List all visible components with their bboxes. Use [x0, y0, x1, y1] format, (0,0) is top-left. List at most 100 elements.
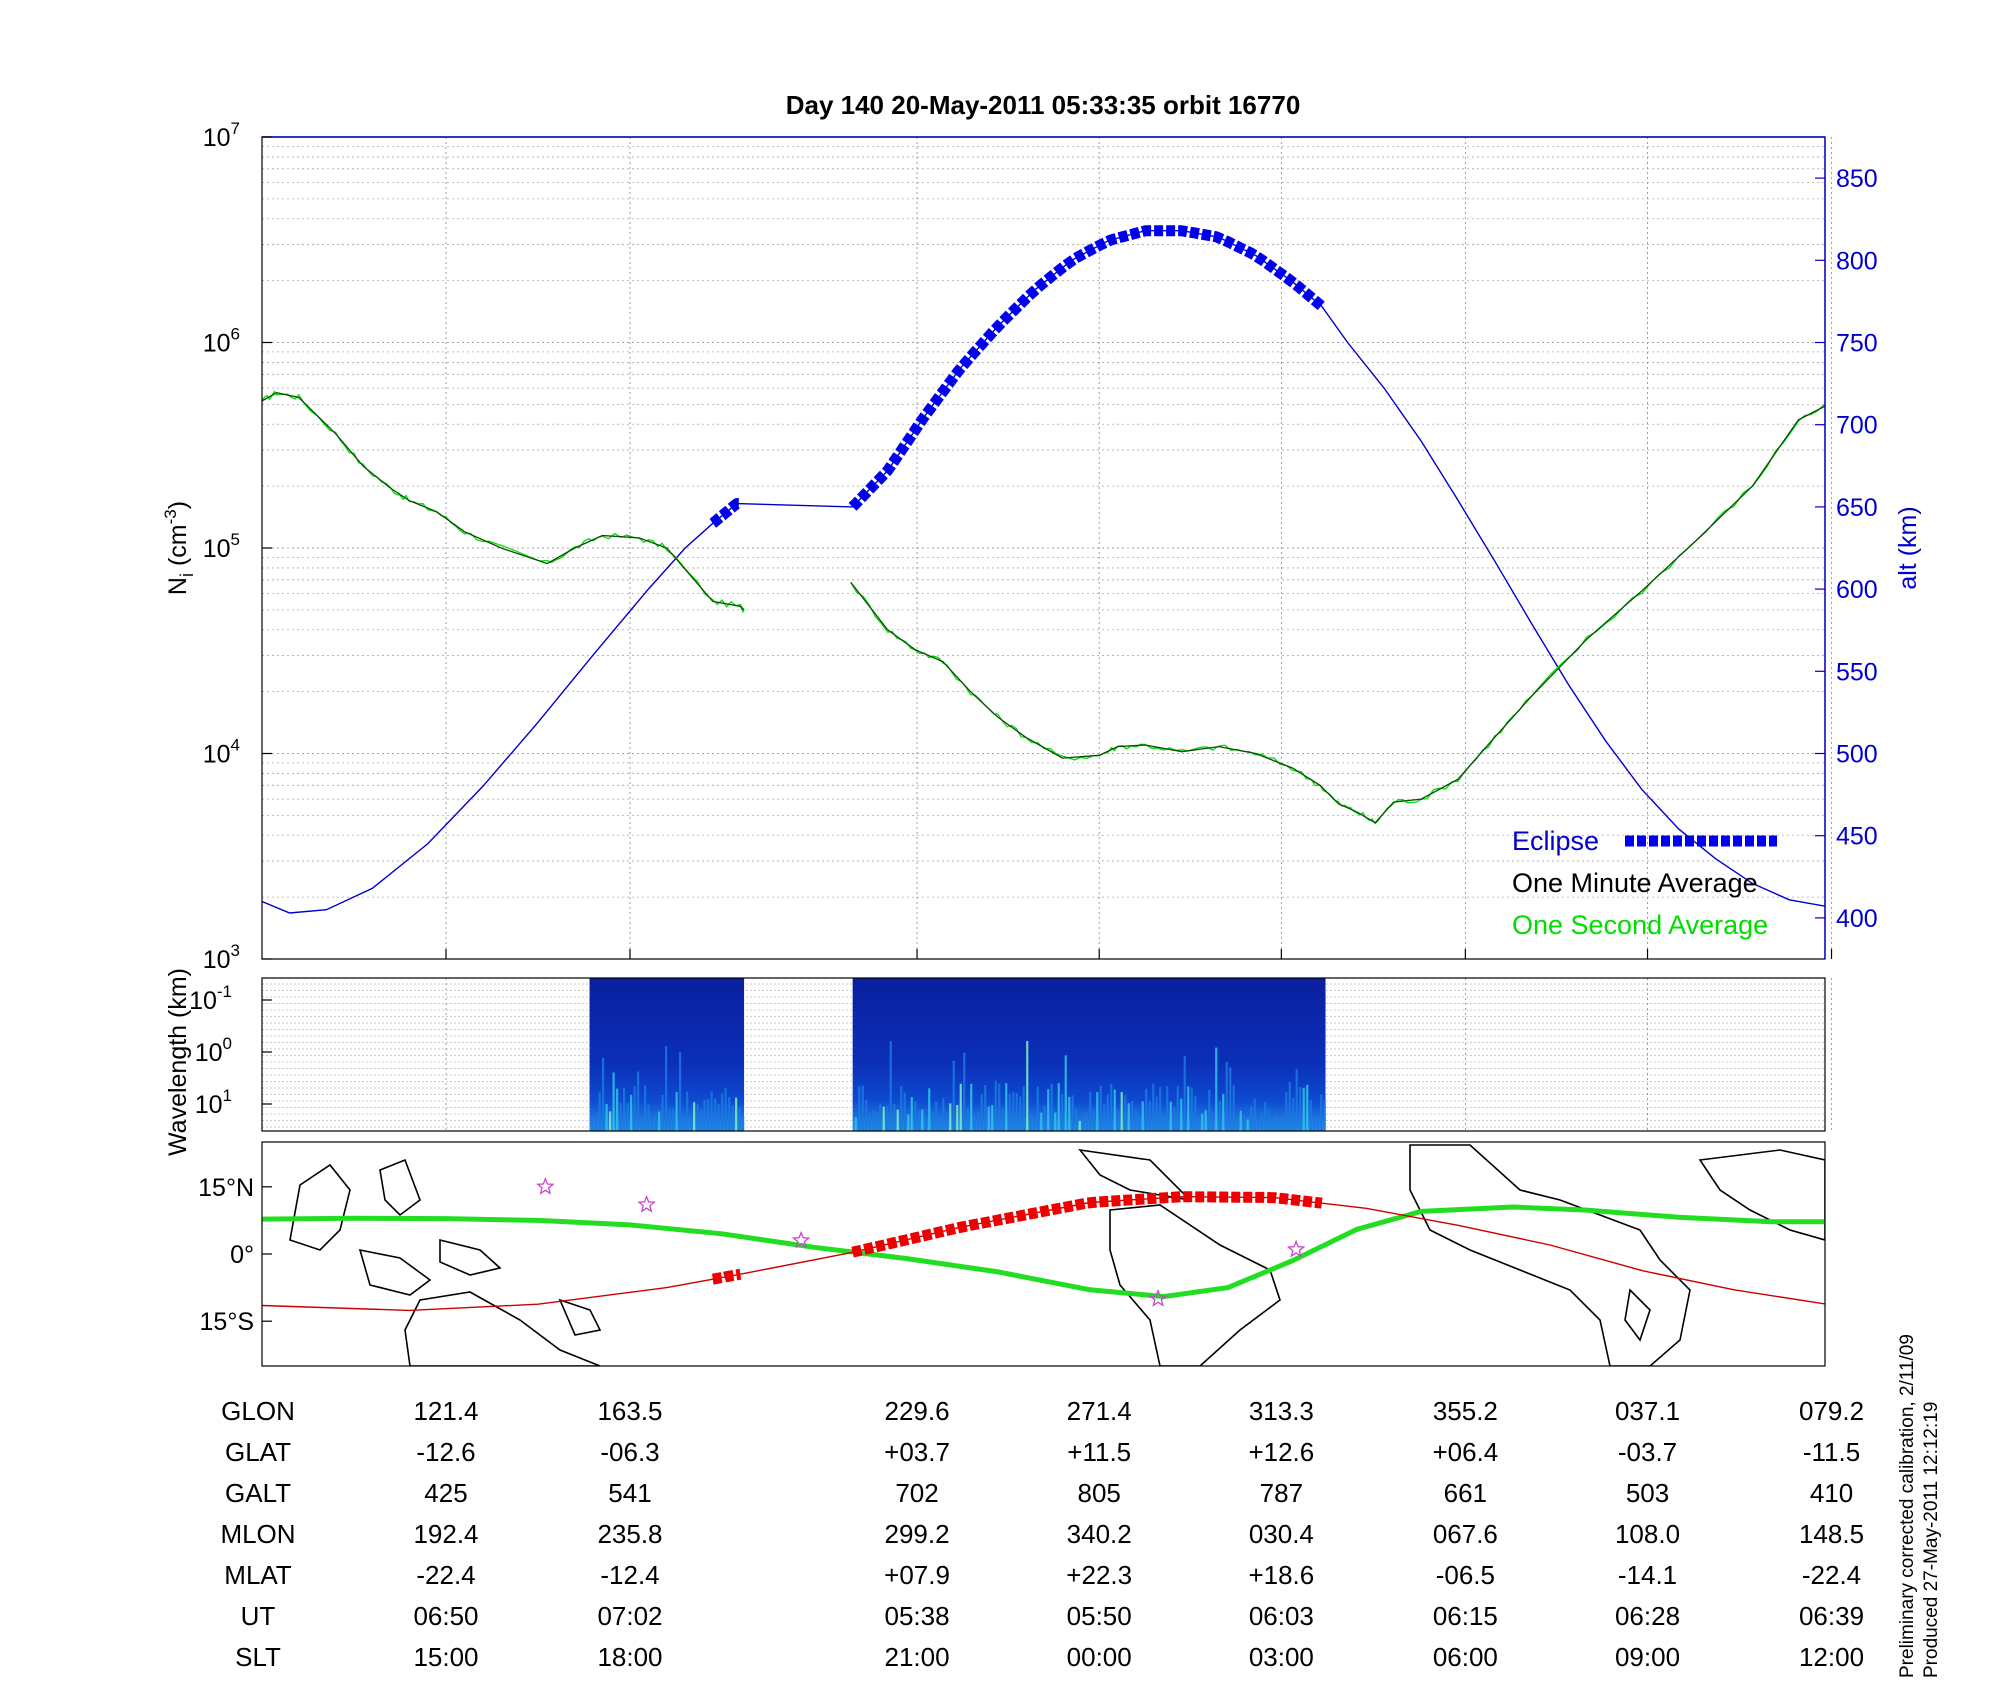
legend-entry-one-minute: One Minute Average	[1512, 868, 1758, 898]
spectrogram-column	[1180, 1098, 1183, 1131]
spectrogram-y-tick-label: 100	[195, 1034, 232, 1067]
spectrogram-column	[977, 1111, 980, 1131]
table-cell: -12.6	[416, 1437, 475, 1467]
table-cell: 235.8	[597, 1519, 662, 1549]
spectrogram-column	[728, 1097, 731, 1131]
table-cell: 18:00	[597, 1642, 662, 1672]
spectrogram-column	[1033, 1117, 1036, 1131]
density-one-second-line	[850, 403, 1825, 825]
table-cell: +07.9	[884, 1560, 950, 1590]
spectrogram-column	[1050, 1083, 1053, 1131]
table-cell: 05:50	[1067, 1601, 1132, 1631]
spectrogram-column	[1197, 1116, 1200, 1131]
spectrogram-y-tick-base: 10	[195, 1091, 223, 1119]
spectrogram-column	[1092, 1109, 1095, 1131]
orbit-parameter-table: GLON GLAT GALT MLON MLAT UT SLT 121.4 -12.6 425 19…	[220, 1396, 1864, 1672]
map-y-ticks: 15°N 0° 15°S	[198, 1174, 272, 1336]
spectrogram-column	[623, 1087, 626, 1131]
spectrogram-column	[1113, 1089, 1116, 1131]
footnote-calibration: Preliminary corrected calibration, 2/11/…	[1897, 1334, 1918, 1678]
density-gridlines	[262, 137, 1833, 960]
spectrogram-column	[959, 1083, 962, 1131]
spectrogram-column	[998, 1083, 1001, 1131]
table-cell: 05:38	[885, 1601, 950, 1631]
spectrogram-column	[935, 1101, 938, 1131]
table-cell: -11.5	[1803, 1437, 1860, 1467]
spectrogram-column	[1204, 1110, 1207, 1131]
table-cell: 06:00	[1433, 1642, 1498, 1672]
table-cell: 355.2	[1433, 1396, 1498, 1426]
spectrogram-column	[626, 1102, 629, 1131]
table-cell: 271.4	[1067, 1396, 1132, 1426]
spectrogram-column	[696, 1104, 699, 1131]
spectrogram-column	[630, 1094, 633, 1131]
spectrogram-column	[1281, 1117, 1284, 1131]
spectrogram-column	[858, 1086, 861, 1131]
density-y-tick-exp: 6	[231, 325, 240, 344]
altitude-tick-label: 500	[1836, 741, 1878, 769]
table-row-label: MLON	[220, 1519, 295, 1549]
coastline	[1109, 1204, 1281, 1366]
table-cell: +11.5	[1067, 1437, 1131, 1467]
altitude-tick-label: 650	[1836, 494, 1878, 522]
density-one-minute-line	[850, 405, 1825, 824]
spectrogram-column	[703, 1099, 706, 1131]
magnetic-equator-line	[262, 1204, 1825, 1300]
coastline	[358, 1248, 432, 1296]
spectrogram-column	[1152, 1083, 1155, 1131]
spectrogram-column	[675, 1092, 678, 1131]
table-cell: 805	[1078, 1478, 1121, 1508]
spectrogram-column	[1061, 1093, 1064, 1131]
spectrogram-column	[1131, 1101, 1134, 1131]
spectrogram-column	[861, 1085, 864, 1131]
legend: Eclipse One Minute Average One Second Av…	[1512, 826, 1777, 940]
table-cell: 148.5	[1799, 1519, 1864, 1549]
density-y-tick-base: 10	[203, 330, 231, 358]
table-cell: -06.3	[600, 1437, 659, 1467]
table-cell: 07:02	[597, 1601, 662, 1631]
spectrogram-column	[686, 1091, 689, 1131]
spectrogram-column	[938, 1114, 941, 1131]
table-cell: +22.3	[1066, 1560, 1132, 1590]
spectrogram-column	[605, 1103, 608, 1131]
spectrogram-y-axis-label: Wavelength (km)	[164, 968, 192, 1156]
density-y-label-end: )	[164, 501, 192, 509]
table-cell: 410	[1810, 1478, 1853, 1508]
coastline	[379, 1158, 421, 1217]
spectrogram-column	[1208, 1089, 1211, 1131]
coastline	[439, 1238, 502, 1276]
altitude-line	[262, 230, 1825, 914]
spectrogram-column	[903, 1092, 906, 1131]
spectrogram-column	[917, 1110, 920, 1131]
map-y-tick-label: 15°N	[198, 1174, 254, 1202]
spectrogram-column	[1005, 1083, 1008, 1131]
table-cell: 313.3	[1249, 1396, 1314, 1426]
spectrogram-column	[612, 1072, 615, 1131]
table-cell: 030.4	[1249, 1519, 1314, 1549]
density-y-tick-label: 106	[203, 325, 240, 358]
altitude-tick-label: 600	[1836, 576, 1878, 604]
legend-entry-eclipse: Eclipse	[1512, 826, 1599, 856]
spectrogram-column	[868, 1113, 871, 1131]
spectrogram-column	[707, 1099, 710, 1131]
ground-track-eclipse-segment	[851, 1191, 1323, 1258]
spectrogram-column	[973, 1115, 976, 1131]
spectrogram-column	[735, 1097, 738, 1131]
table-cell: 09:00	[1615, 1642, 1680, 1672]
map-star-marker	[637, 1194, 656, 1213]
density-y-label-sup: -3	[161, 509, 180, 524]
spectrogram-column	[609, 1111, 612, 1131]
spectrogram-column	[1166, 1086, 1169, 1131]
spectrogram-column	[1267, 1109, 1270, 1131]
table-cell: 00:00	[1067, 1642, 1132, 1672]
density-y-tick-label: 105	[203, 530, 240, 563]
altitude-y-ticks: 400 450 500 550 600 650 700 750 800 850	[1815, 165, 1878, 933]
map-star-marker	[536, 1177, 555, 1195]
spectrogram-column	[721, 1093, 724, 1131]
spectrogram-column	[910, 1097, 913, 1131]
spectrogram-column	[1253, 1098, 1256, 1131]
spectrogram-column	[682, 1114, 685, 1131]
spectrogram-column	[1239, 1110, 1242, 1131]
spectrogram-column	[724, 1088, 727, 1131]
